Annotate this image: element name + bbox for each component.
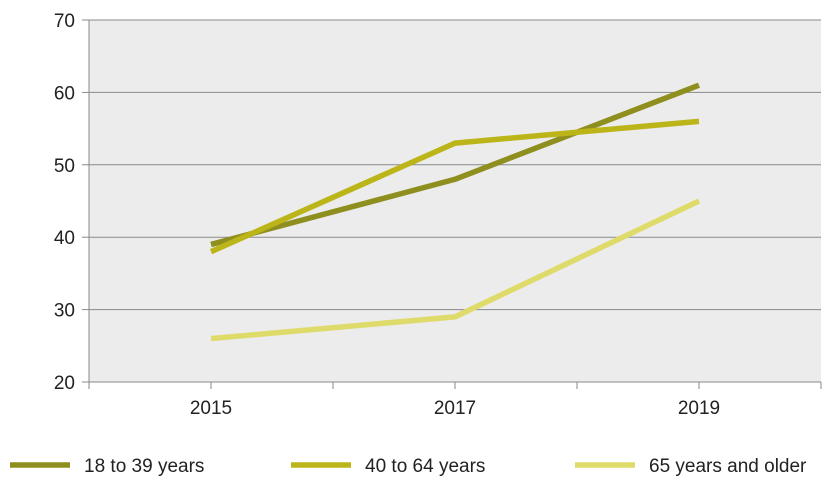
series-line-3 bbox=[210, 198, 701, 342]
y-tick-label: 70 bbox=[54, 11, 75, 32]
x-axis-ticks: 2015 2017 2019 bbox=[88, 382, 822, 419]
y-tick-label: 20 bbox=[54, 373, 75, 394]
legend-label: 65 years and older bbox=[649, 456, 807, 477]
y-axis-ticks: 20 30 40 50 60 70 bbox=[54, 11, 89, 394]
x-tick-label: 2015 bbox=[190, 398, 232, 419]
x-tick-label: 2019 bbox=[678, 398, 720, 419]
legend-label: 18 to 39 years bbox=[84, 456, 204, 477]
y-tick-label: 60 bbox=[54, 83, 75, 104]
y-tick-label: 50 bbox=[54, 156, 75, 177]
plot-area bbox=[89, 20, 821, 382]
series-line-2 bbox=[209, 118, 700, 255]
series-line-1 bbox=[210, 82, 700, 248]
series-lines bbox=[209, 82, 701, 342]
y-tick-label: 30 bbox=[54, 301, 75, 322]
x-tick-label: 2017 bbox=[434, 398, 476, 419]
legend: 18 to 39 years 40 to 64 years 65 years and… bbox=[10, 456, 807, 477]
legend-label: 40 to 64 years bbox=[365, 456, 485, 477]
grid-lines bbox=[89, 19, 821, 311]
y-tick-label: 40 bbox=[54, 228, 75, 249]
